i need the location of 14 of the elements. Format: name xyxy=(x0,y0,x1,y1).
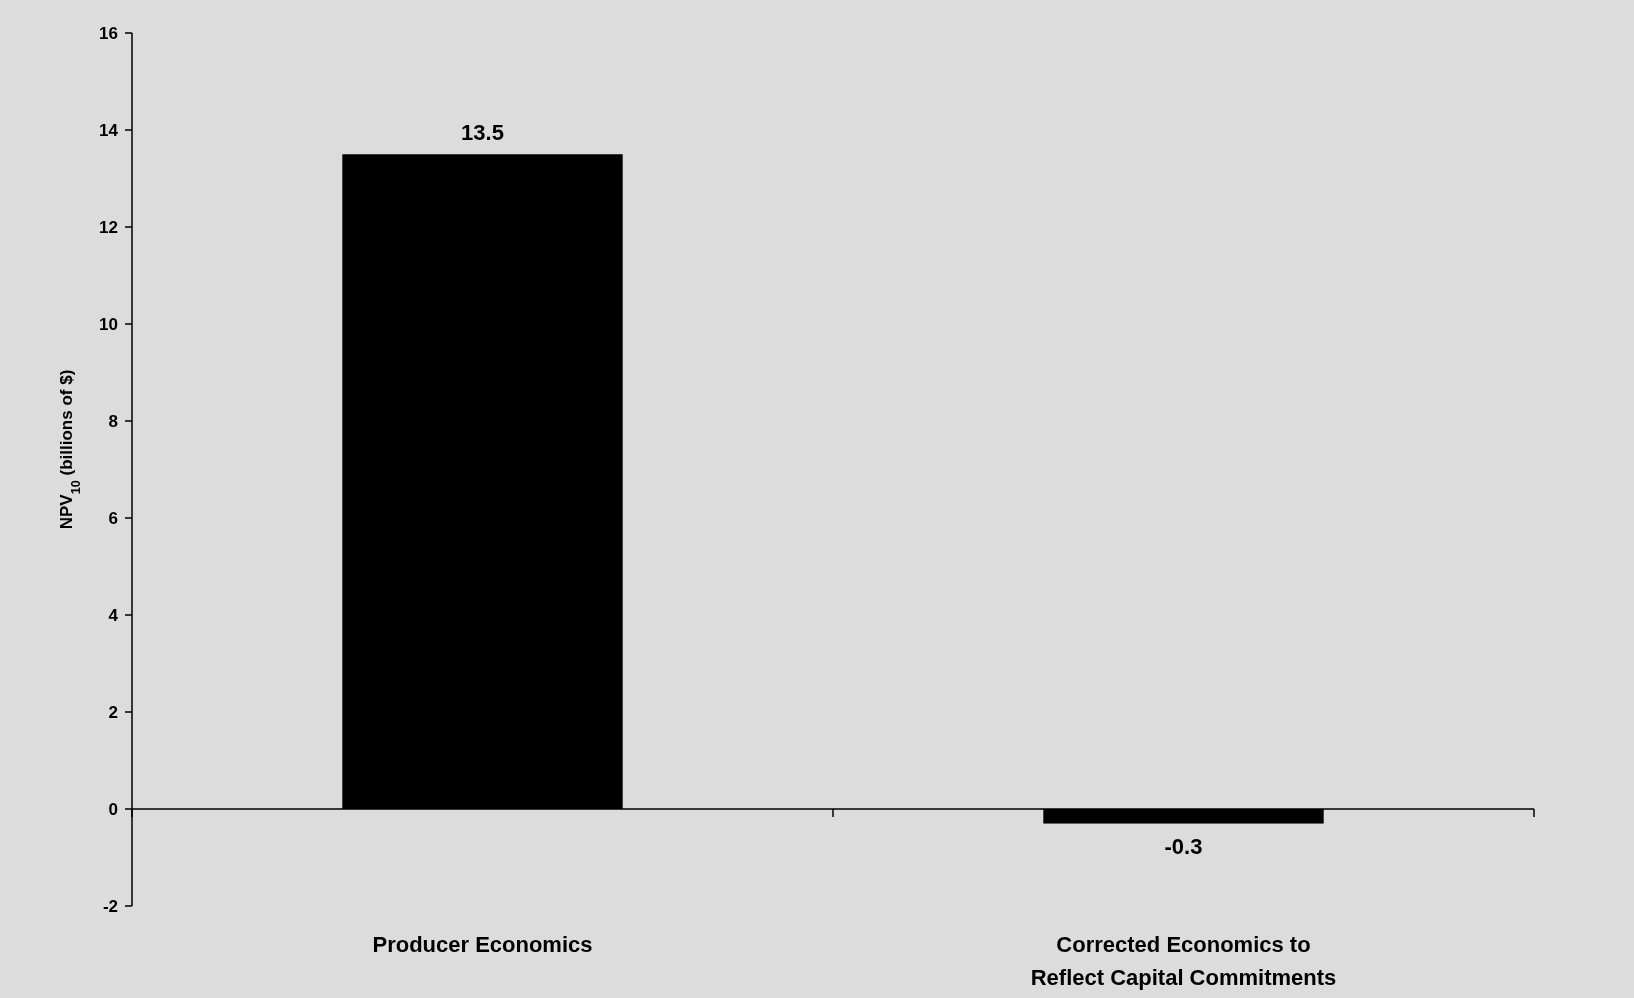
data-label: 13.5 xyxy=(461,120,504,146)
y-tick-label: 2 xyxy=(108,702,118,722)
y-tick-label: 0 xyxy=(108,799,118,819)
y-tick-label: 12 xyxy=(99,217,118,237)
y-tick-label: 4 xyxy=(108,605,119,625)
y-tick-label: 16 xyxy=(99,23,118,43)
y-tick-label: -2 xyxy=(102,896,118,916)
x-tick-label: Corrected Economics to Reflect Capital Commitments xyxy=(1030,932,1337,990)
y-tick-label: 10 xyxy=(99,314,118,334)
y-tick-label: 14 xyxy=(99,120,119,140)
x-tick-label: Producer Economics xyxy=(372,932,593,957)
y-tick-label: 8 xyxy=(108,411,118,431)
y-tick-label: 6 xyxy=(108,508,118,528)
data-label: -0.3 xyxy=(1164,833,1203,859)
